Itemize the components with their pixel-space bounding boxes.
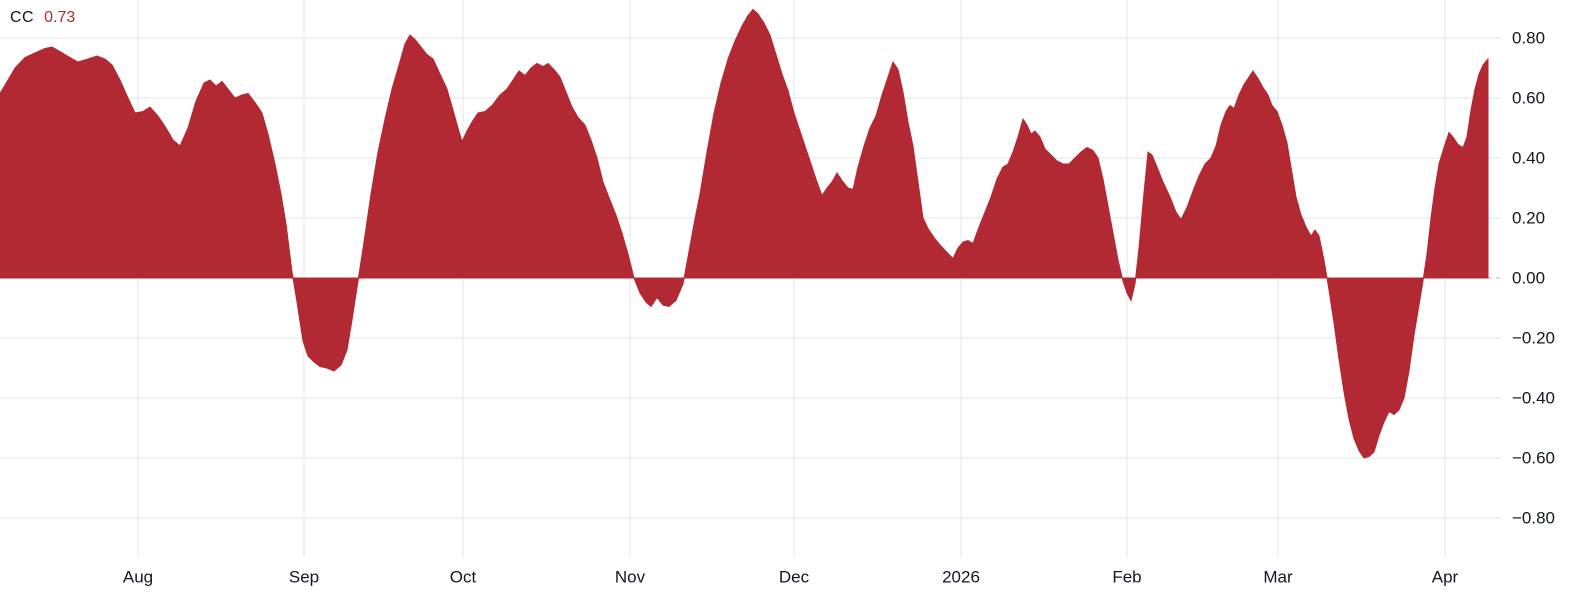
x-axis-label: Mar — [1263, 568, 1293, 587]
study-legend[interactable]: CC 0.73 — [10, 8, 75, 28]
y-axis-label: 0.00 — [1512, 269, 1545, 288]
y-axis-label: −0.20 — [1512, 329, 1555, 348]
y-axis-label: 0.20 — [1512, 209, 1545, 228]
y-axis-label: 0.60 — [1512, 89, 1545, 108]
study-last-value: 0.73 — [44, 9, 76, 26]
x-axis-label: Nov — [615, 568, 646, 587]
x-axis-label: Dec — [779, 568, 810, 587]
x-axis-label: Aug — [123, 568, 153, 587]
x-axis-pane[interactable] — [0, 557, 1584, 598]
x-axis-label: 2026 — [942, 568, 980, 587]
y-axis-label: −0.40 — [1512, 389, 1555, 408]
y-axis-pane[interactable] — [1490, 0, 1584, 557]
y-axis-label: −0.60 — [1512, 449, 1555, 468]
cc-area-series[interactable] — [0, 8, 1489, 459]
y-axis-label: 0.80 — [1512, 29, 1545, 48]
y-axis-label: −0.80 — [1512, 509, 1555, 528]
x-axis-label: Sep — [289, 568, 319, 587]
study-name-label: CC — [10, 9, 35, 26]
x-axis-label: Feb — [1112, 568, 1141, 587]
x-axis-label: Oct — [450, 568, 477, 587]
x-axis-label: Apr — [1432, 568, 1459, 587]
y-axis-label: 0.40 — [1512, 149, 1545, 168]
